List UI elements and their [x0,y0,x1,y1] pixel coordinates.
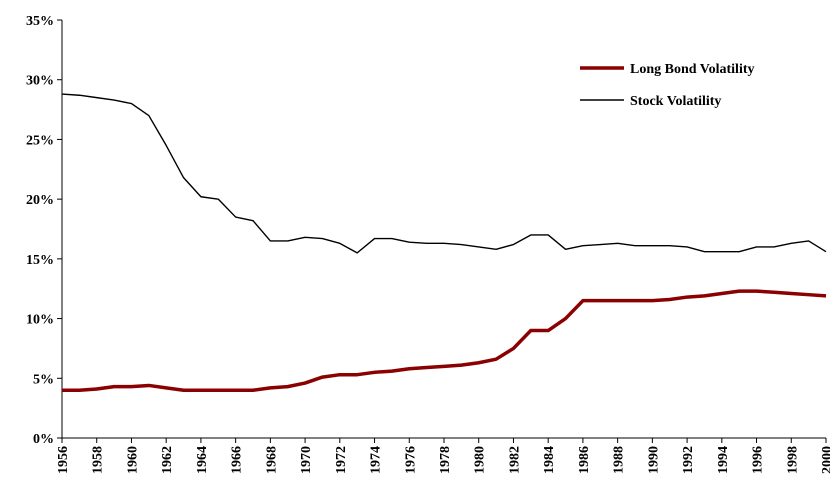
legend-label: Stock Volatility [630,94,721,109]
legend-label: Long Bond Volatility [630,62,755,77]
series-line [62,289,827,392]
x-tick-label: 1988 [612,446,627,474]
x-tick-label: 1966 [230,446,245,474]
x-tick-label: 1974 [369,446,384,474]
y-tick-label: 25% [26,133,54,148]
y-tick-label: 15% [26,253,54,268]
x-tick-label: 1990 [646,446,661,474]
x-tick-label: 1982 [507,446,522,474]
x-tick-label: 1976 [403,446,418,474]
x-tick-label: 1980 [473,446,488,474]
x-tick-label: 1964 [195,446,210,474]
y-tick-label: 30% [26,74,54,89]
x-tick-label: 1960 [125,446,140,474]
x-tick-label: 2000 [820,446,830,474]
x-tick-label: 1996 [751,446,766,474]
x-tick-label: 1984 [542,446,557,474]
x-tick-label: 1978 [438,446,453,474]
x-tick-label: 1958 [91,446,106,474]
x-tick-label: 1998 [785,446,800,474]
x-tick-label: 1994 [716,446,731,474]
x-tick-label: 1970 [299,446,314,474]
x-tick-label: 1992 [681,446,696,474]
y-tick-label: 20% [26,193,54,208]
x-tick-label: 1956 [56,446,71,474]
y-tick-label: 35% [26,14,54,29]
y-tick-label: 5% [33,372,54,387]
series-line [61,93,827,254]
y-tick-label: 0% [33,432,54,447]
y-tick-label: 10% [26,313,54,328]
x-tick-label: 1972 [334,446,349,474]
x-tick-label: 1962 [160,446,175,474]
x-tick-label: 1968 [264,446,279,474]
x-tick-label: 1986 [577,446,592,474]
